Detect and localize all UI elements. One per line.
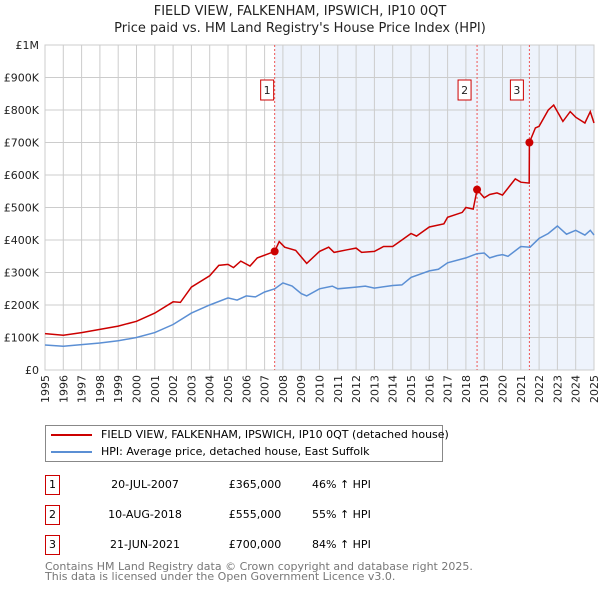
chart-title: FIELD VIEW, FALKENHAM, IPSWICH, IP10 0QT	[153, 4, 447, 19]
x-tick-label: 2017	[442, 375, 455, 403]
x-tick-label: 2016	[423, 375, 436, 403]
x-tick-label: 2006	[240, 375, 253, 403]
legend-label: FIELD VIEW, FALKENHAM, IPSWICH, IP10 0QT…	[101, 428, 449, 441]
hpi-line	[44, 225, 595, 348]
sale-price: £700,000	[228, 538, 282, 551]
x-tick-label: 2022	[533, 375, 546, 403]
y-tick-label: £700K	[4, 137, 40, 150]
x-tick-label: 2005	[222, 375, 235, 403]
x-tick-label: 2009	[295, 375, 308, 403]
sale-point	[525, 138, 534, 147]
sale-label: 1	[264, 84, 271, 97]
x-tick-label: 2019	[478, 375, 491, 403]
sale-marker: 2	[45, 505, 60, 525]
y-tick-label: £600K	[4, 169, 40, 182]
x-tick-label: 2011	[332, 375, 345, 403]
y-tick-label: £100K	[4, 332, 40, 345]
sale-date: 20-JUL-2007	[111, 478, 179, 491]
y-tick-label: £300K	[4, 267, 40, 280]
sale-price: £555,000	[228, 508, 282, 521]
y-tick-label: £1M	[16, 39, 40, 52]
sale-date: 21-JUN-2021	[109, 538, 181, 551]
x-tick-label: 2012	[350, 375, 363, 403]
x-tick-label: 2020	[497, 375, 510, 403]
x-tick-label: 2018	[460, 375, 473, 403]
sale-label-box	[260, 79, 275, 101]
sale-label: 3	[513, 84, 520, 97]
x-tick-label: 2025	[588, 375, 600, 403]
x-tick-label: 2008	[277, 375, 290, 403]
sale-price: £365,000	[228, 478, 282, 491]
footer-copyright: Contains HM Land Registry data © Crown c…	[45, 560, 473, 573]
sale-date: 10-AUG-2018	[108, 508, 182, 521]
y-tick-label: £500K	[4, 202, 40, 215]
sale-marker: 1	[45, 475, 60, 495]
x-tick-label: 1997	[76, 375, 89, 403]
price-chart: 1995 1996 1997 1998 1999 2000 2001 2002 2003 2004…	[4, 39, 600, 403]
sale-label-box	[457, 79, 472, 101]
chart-subtitle: Price paid vs. HM Land Registry's House …	[114, 21, 486, 36]
x-tick-label: 2000	[131, 375, 144, 403]
x-tick-label: 2015	[405, 375, 418, 403]
sale-label: 2	[461, 84, 468, 97]
sale-label-box	[509, 79, 524, 101]
y-tick-label: £200K	[4, 299, 40, 312]
footer-licence: This data is licensed under the Open Gov…	[45, 570, 396, 583]
plot-frame	[44, 44, 595, 371]
x-tick-label: 1998	[94, 375, 107, 403]
sale-marker: 3	[45, 535, 60, 555]
sale-row: 1 20-JUL-2007 £365,000 46% ↑ HPI	[45, 475, 465, 495]
x-tick-label: 1996	[57, 375, 70, 403]
x-tick-label: 2024	[570, 375, 583, 403]
sale-row: 3 21-JUN-2021 £700,000 84% ↑ HPI	[45, 535, 465, 555]
legend: FIELD VIEW, FALKENHAM, IPSWICH, IP10 0QT…	[45, 425, 449, 462]
x-tick-label: 2003	[185, 375, 198, 403]
sale-hpi: 84% ↑ HPI	[312, 538, 371, 551]
x-tick-label: 2004	[204, 375, 217, 403]
sale-point	[270, 247, 279, 256]
x-tick-label: 1999	[112, 375, 125, 403]
legend-label: HPI: Average price, detached house, East…	[101, 445, 370, 458]
x-tick-label: 2023	[551, 375, 564, 403]
x-tick-label: 2001	[149, 375, 162, 403]
y-tick-label: £900K	[4, 72, 40, 85]
x-tick-label: 2002	[167, 375, 180, 403]
sale-hpi: 55% ↑ HPI	[312, 508, 371, 521]
sale-row: 2 10-AUG-2018 £555,000 55% ↑ HPI	[45, 505, 465, 525]
property-price-line	[44, 103, 595, 336]
legend-swatch-red	[51, 434, 92, 436]
y-tick-label: £0	[25, 364, 39, 377]
x-tick-label: 2010	[314, 375, 327, 403]
sale-hpi: 46% ↑ HPI	[312, 478, 371, 491]
x-tick-label: 2007	[259, 375, 272, 403]
sale-point	[473, 185, 482, 194]
x-tick-label: 2013	[368, 375, 381, 403]
x-tick-label: 2021	[515, 375, 528, 403]
x-tick-label: 2014	[387, 375, 400, 403]
y-tick-label: £400K	[4, 234, 40, 247]
legend-swatch-blue	[51, 451, 92, 453]
y-tick-label: £800K	[4, 104, 40, 117]
x-tick-label: 1995	[39, 375, 52, 403]
